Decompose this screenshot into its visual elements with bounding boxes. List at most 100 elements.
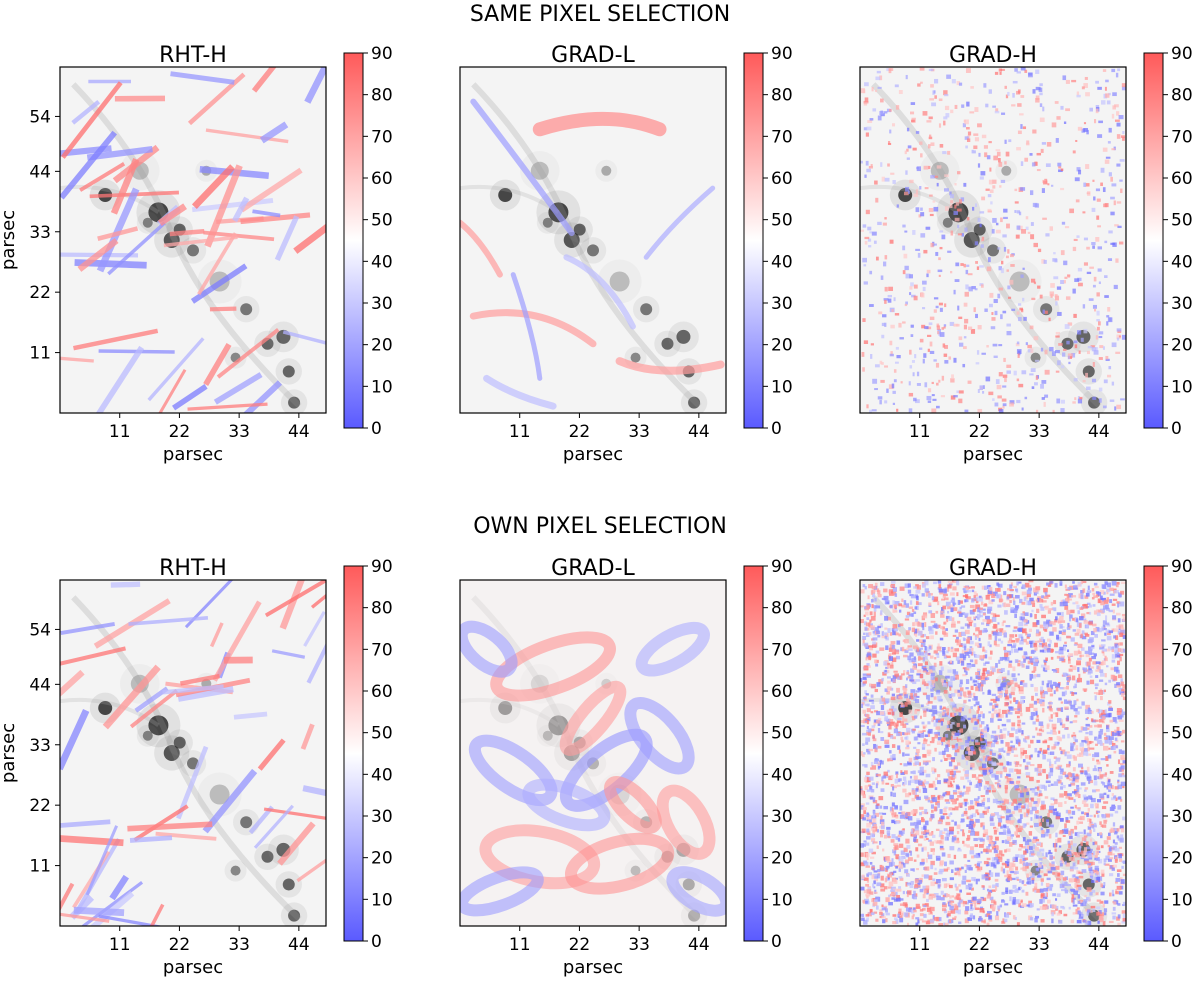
- section-title-same: SAME PIXEL SELECTION: [469, 2, 731, 27]
- heatmap-image: [60, 67, 326, 413]
- colorbar-tick-label: 40: [771, 765, 793, 785]
- x-tick-label: 11: [509, 935, 531, 955]
- colorbar-tick-label: 80: [771, 86, 793, 106]
- colorbar-tick-label: 0: [371, 419, 382, 439]
- panel-0: RHT-H 11 22 33 44 11 22 33 44 54 parsec parsec 0 10 20…: [0, 43, 393, 465]
- y-tick-label: 22: [29, 796, 51, 816]
- y-axis-label: parsec: [0, 210, 19, 270]
- chart-title: GRAD-H: [949, 43, 1037, 68]
- colorbar-tick-label: 40: [1171, 252, 1193, 272]
- colorbar: [1143, 565, 1164, 942]
- x-tick-label: 33: [228, 935, 250, 955]
- chart-title: GRAD-H: [949, 556, 1037, 581]
- colorbar-tick-label: 30: [371, 294, 393, 314]
- x-tick-label: 11: [909, 935, 931, 955]
- colorbar-tick-label: 40: [371, 252, 393, 272]
- panel-3: RHT-H 11 22 33 44 11 22 33 44 54 parsec parsec 0 10 20…: [0, 556, 393, 978]
- colorbar-tick-label: 10: [371, 377, 393, 397]
- x-axis-label: parsec: [563, 444, 623, 465]
- x-tick-label: 11: [109, 422, 131, 442]
- colorbar-tick-label: 10: [1171, 890, 1193, 910]
- y-tick-label: 44: [29, 162, 51, 182]
- x-tick-label: 22: [569, 422, 591, 442]
- colorbar-tick-label: 60: [371, 169, 393, 189]
- colorbar-tick-label: 40: [771, 252, 793, 272]
- plot-frame: [859, 66, 1127, 414]
- heatmap-image: [860, 67, 1126, 413]
- x-tick-label: 33: [1028, 935, 1050, 955]
- x-tick-label: 44: [288, 935, 310, 955]
- plot-frame: [859, 579, 1127, 927]
- panel-5: GRAD-H 11 22 33 44 parsec 0 10 20 30 40 50 60 70 80 90: [859, 556, 1193, 978]
- colorbar-tick-label: 20: [1171, 849, 1193, 869]
- x-tick-label: 44: [688, 935, 710, 955]
- colorbar-tick-label: 80: [1171, 86, 1193, 106]
- colorbar-tick-label: 10: [371, 890, 393, 910]
- colorbar-tick-label: 10: [771, 890, 793, 910]
- x-tick-label: 22: [569, 935, 591, 955]
- colorbar-tick-label: 0: [371, 932, 382, 952]
- colorbar-tick-label: 20: [771, 336, 793, 356]
- panel-2: GRAD-H 11 22 33 44 parsec 0 10 20 30 40 50 60 70 80 90: [859, 43, 1193, 465]
- colorbar-tick-label: 20: [371, 849, 393, 869]
- colorbar-tick-label: 70: [371, 640, 393, 660]
- colorbar-tick-label: 50: [371, 211, 393, 231]
- colorbar-tick-label: 50: [771, 211, 793, 231]
- colorbar-tick-label: 60: [771, 169, 793, 189]
- y-tick-label: 54: [29, 620, 51, 640]
- colorbar-tick-label: 90: [371, 44, 393, 64]
- colorbar-tick-label: 90: [1171, 44, 1193, 64]
- colorbar-tick-label: 80: [1171, 599, 1193, 619]
- x-tick-label: 22: [169, 422, 191, 442]
- colorbar-tick-label: 40: [1171, 765, 1193, 785]
- colorbar-tick-label: 10: [1171, 377, 1193, 397]
- colorbar-tick-label: 0: [771, 932, 782, 952]
- y-tick-label: 33: [29, 223, 51, 243]
- colorbar-tick-label: 60: [771, 682, 793, 702]
- colorbar-tick-label: 70: [1171, 640, 1193, 660]
- x-tick-label: 44: [688, 422, 710, 442]
- colorbar-tick-label: 30: [371, 807, 393, 827]
- chart-title: RHT-H: [159, 556, 227, 581]
- colorbar-tick-label: 60: [1171, 682, 1193, 702]
- colorbar: [343, 565, 364, 942]
- colorbar: [343, 52, 364, 429]
- colorbar: [743, 565, 764, 942]
- x-tick-label: 44: [1088, 935, 1110, 955]
- colorbar-tick-label: 80: [371, 86, 393, 106]
- heatmap-image: [60, 580, 326, 926]
- x-tick-label: 44: [1088, 422, 1110, 442]
- colorbar-tick-label: 70: [771, 640, 793, 660]
- x-tick-label: 11: [109, 935, 131, 955]
- x-axis-label: parsec: [563, 957, 623, 978]
- x-tick-label: 33: [228, 422, 250, 442]
- colorbar-tick-label: 90: [1171, 557, 1193, 577]
- colorbar-tick-label: 20: [1171, 336, 1193, 356]
- section-title-own: OWN PIXEL SELECTION: [473, 514, 727, 539]
- x-tick-label: 22: [969, 935, 991, 955]
- x-axis-label: parsec: [163, 957, 223, 978]
- y-tick-label: 11: [29, 344, 51, 364]
- colorbar-tick-label: 90: [771, 557, 793, 577]
- chart-title: GRAD-L: [551, 43, 635, 68]
- colorbar-tick-label: 0: [771, 419, 782, 439]
- colorbar-tick-label: 30: [1171, 807, 1193, 827]
- y-tick-label: 33: [29, 736, 51, 756]
- x-axis-label: parsec: [963, 444, 1023, 465]
- y-tick-label: 11: [29, 857, 51, 877]
- panel-4: GRAD-L 11 22 33 44 parsec 0 10 20 30 40 50 60 70 80 90: [459, 556, 793, 978]
- colorbar: [1143, 52, 1164, 429]
- colorbar-tick-label: 70: [771, 127, 793, 147]
- colorbar-tick-label: 60: [371, 682, 393, 702]
- chart-title: GRAD-L: [551, 556, 635, 581]
- x-tick-label: 22: [169, 935, 191, 955]
- x-tick-label: 11: [909, 422, 931, 442]
- colorbar-tick-label: 70: [1171, 127, 1193, 147]
- colorbar-tick-label: 50: [1171, 724, 1193, 744]
- colorbar-tick-label: 70: [371, 127, 393, 147]
- plot-frame: [59, 66, 327, 414]
- colorbar-tick-label: 50: [371, 724, 393, 744]
- x-tick-label: 33: [1028, 422, 1050, 442]
